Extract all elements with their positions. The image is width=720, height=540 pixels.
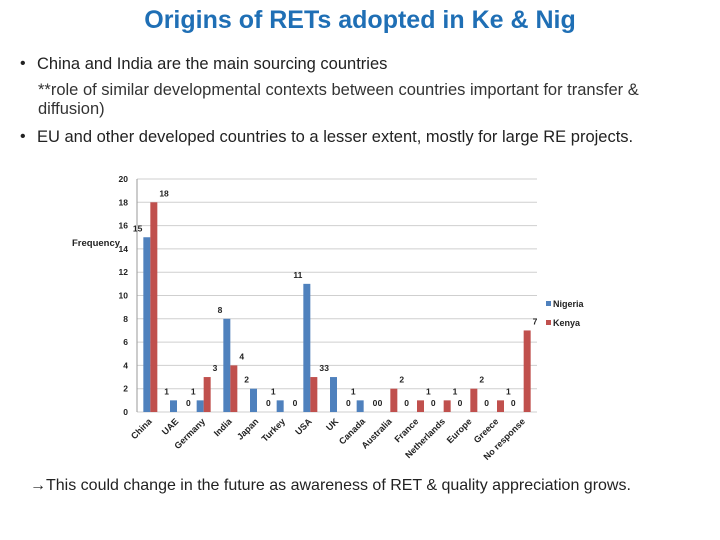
legend-swatch <box>546 301 551 306</box>
bar-kenya <box>443 400 451 412</box>
bar-kenya <box>523 330 531 412</box>
legend-label: Nigeria <box>553 299 585 309</box>
x-tick-label: Japan <box>235 416 260 441</box>
data-label: 1 <box>351 386 356 396</box>
bar-kenya <box>417 400 424 412</box>
data-label: 1 <box>271 386 276 396</box>
data-label: 3 <box>213 363 218 373</box>
bar-kenya <box>310 377 318 412</box>
bar-nigeria <box>196 400 204 412</box>
data-label: 1 <box>164 386 169 396</box>
bullet-main-sources: China and India are the main sourcing co… <box>37 55 388 73</box>
bar-nigeria <box>303 283 311 412</box>
bars <box>143 202 531 412</box>
x-tick-label: Australia <box>359 416 394 451</box>
bar-nigeria <box>170 400 177 412</box>
data-label: 7 <box>533 316 538 326</box>
data-label: 0 <box>511 398 516 408</box>
bar-nigeria <box>223 318 231 412</box>
data-label: 15 <box>133 223 143 233</box>
bar-nigeria <box>143 237 151 412</box>
data-label: 0 <box>431 398 436 408</box>
slide-title: Origins of RETs adopted in Ke & Nig <box>144 6 576 34</box>
x-tick-label: USA <box>293 416 314 437</box>
data-label: 8 <box>218 305 223 315</box>
bar-nigeria <box>356 400 364 412</box>
bar-kenya <box>203 377 211 412</box>
bar-nigeria <box>330 377 337 412</box>
x-tick-label: China <box>129 416 154 441</box>
data-label: 2 <box>244 375 249 385</box>
data-label: 0 <box>458 398 463 408</box>
y-tick-labels: 0 2 4 6 8 10 12 14 16 18 20 <box>119 174 129 417</box>
bar-kenya <box>230 365 238 412</box>
data-label: 1 <box>506 386 511 396</box>
bullet-marker: • <box>20 55 26 72</box>
x-tick-label: Europe <box>445 416 474 445</box>
y-tick-label: 4 <box>123 360 128 370</box>
y-tick-label: 18 <box>119 197 129 207</box>
data-label: 18 <box>159 188 169 198</box>
x-tick-label: India <box>212 416 235 439</box>
y-tick-label: 20 <box>119 174 129 184</box>
y-tick-label: 8 <box>123 314 128 324</box>
data-label: 0 <box>346 398 351 408</box>
y-tick-label: 0 <box>123 407 128 417</box>
data-label: 3 <box>319 363 324 373</box>
bar-nigeria <box>276 400 284 412</box>
legend-swatch <box>546 320 551 325</box>
y-tick-label: 16 <box>119 221 129 231</box>
data-label: 1 <box>191 386 196 396</box>
data-label: 0 <box>404 398 409 408</box>
y-tick-label: 10 <box>119 291 129 301</box>
data-label: 0 <box>266 398 271 408</box>
data-label: 3 <box>324 363 329 373</box>
legend-label: Kenya <box>553 318 581 328</box>
data-label: 0 <box>186 398 191 408</box>
data-label: 0 <box>378 398 383 408</box>
data-label: 11 <box>293 270 302 280</box>
data-label: 2 <box>479 375 484 385</box>
bar-nigeria <box>250 388 257 412</box>
data-label: 2 <box>399 375 404 385</box>
y-tick-label: 14 <box>119 244 129 254</box>
data-label: 0 <box>293 398 298 408</box>
y-tick-label: 2 <box>123 384 128 394</box>
bullet-eu-others: EU and other developed countries to a le… <box>37 128 634 146</box>
y-tick-label: 12 <box>119 267 129 277</box>
data-label: 0 <box>484 398 489 408</box>
bar-kenya <box>497 400 504 412</box>
y-tick-label: 6 <box>123 337 128 347</box>
data-label: 1 <box>453 386 458 396</box>
data-label: 0 <box>373 398 378 408</box>
bar-kenya <box>470 388 478 412</box>
bar-kenya <box>390 388 398 412</box>
x-tick-label: Turkey <box>260 416 287 443</box>
bullet-sub-note: **role of similar developmental contexts… <box>38 81 639 118</box>
y-axis-label: Frequency <box>72 238 121 249</box>
data-label: 4 <box>239 351 244 361</box>
footer-note: →This could change in the future as awar… <box>30 477 631 494</box>
bar-kenya <box>150 202 158 412</box>
data-label: 1 <box>426 386 431 396</box>
bullet-marker: • <box>20 128 26 145</box>
x-tick-label: UAE <box>160 416 181 437</box>
legend: Nigeria Kenya <box>546 299 585 328</box>
x-tick-label: UK <box>324 416 341 433</box>
